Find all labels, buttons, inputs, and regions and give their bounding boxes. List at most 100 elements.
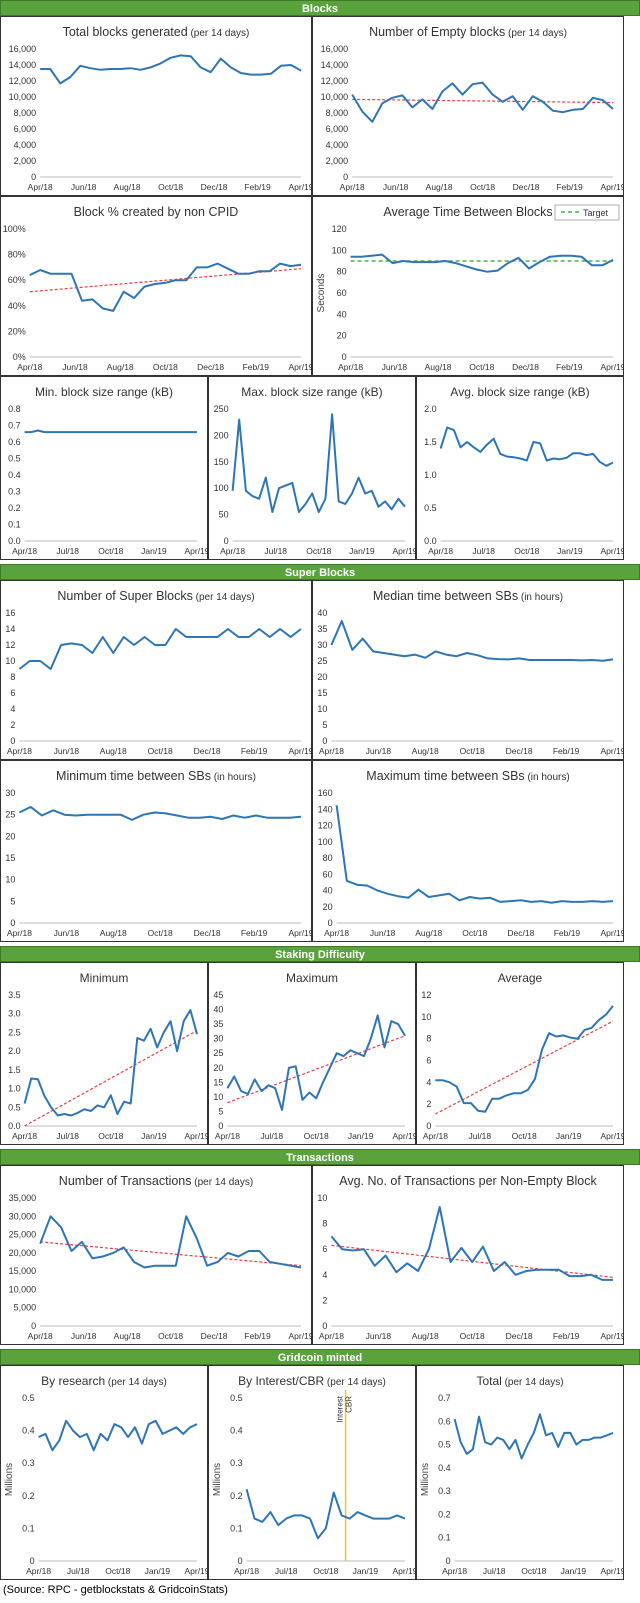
- y-tick-label: 30,000: [9, 1211, 37, 1221]
- y-tick-label: 40: [213, 1005, 223, 1015]
- x-tick-label: Apr/18: [234, 1566, 259, 1576]
- x-tick-label: Feb/19: [556, 182, 583, 192]
- y-axis-label: Millions: [212, 1463, 223, 1496]
- svg-text:Minimum time between SBs (in h: Minimum time between SBs (in hours): [56, 769, 256, 783]
- chart-title: Minimum time between SBs: [56, 769, 211, 783]
- x-tick-label: Apr/19: [600, 182, 623, 192]
- x-tick-label: Jan/19: [349, 546, 375, 556]
- y-tick-label: 4,000: [326, 140, 349, 150]
- x-tick-label: Dec/18: [197, 362, 224, 372]
- x-tick-label: Apr/19: [288, 928, 311, 938]
- y-tick-label: 40: [337, 309, 347, 319]
- y-tick-label: 0: [322, 1321, 327, 1331]
- y-tick-label: 2: [426, 1099, 431, 1109]
- y-tick-label: 0.4: [230, 1426, 243, 1436]
- y-tick-label: 10: [5, 875, 15, 885]
- y-tick-label: 0: [10, 736, 15, 746]
- chart-title: By Interest/CBR: [238, 1374, 324, 1388]
- x-tick-label: Apr/18: [442, 1566, 467, 1576]
- y-tick-label: 0.4: [438, 1463, 451, 1473]
- svg-text:Block % created by non CPID: Block % created by non CPID: [74, 205, 239, 219]
- x-tick-label: Apr/19: [288, 746, 311, 756]
- y-tick-label: 250: [214, 404, 229, 414]
- y-tick-label: 20,000: [9, 1248, 37, 1258]
- x-tick-label: Oct/18: [148, 746, 173, 756]
- x-tick-label: Feb/19: [243, 362, 270, 372]
- y-tick-label: 0: [30, 1556, 35, 1566]
- y-tick-label: 0.1: [8, 520, 21, 530]
- x-tick-label: Oct/18: [306, 546, 331, 556]
- x-tick-label: Apr/19: [600, 1131, 623, 1141]
- svg-text:Maximum: Maximum: [286, 971, 338, 985]
- y-tick-label: 0.1: [438, 1533, 451, 1543]
- x-tick-label: Oct/18: [470, 182, 495, 192]
- x-tick-label: Oct/18: [521, 1566, 546, 1576]
- x-tick-label: Apr/19: [184, 1131, 207, 1141]
- x-tick-label: Apr/19: [288, 1331, 311, 1341]
- x-tick-label: Dec/18: [506, 746, 533, 756]
- section-header-transactions: Transactions: [0, 1149, 640, 1165]
- y-tick-label: 40%: [8, 301, 26, 311]
- series-line: [453, 1413, 614, 1460]
- x-tick-label: Oct/18: [469, 362, 494, 372]
- chart-non-cpid: Block % created by non CPID 0% 20% 40% 60% 80…: [0, 196, 312, 376]
- svg-text:By Interest/CBR (per 14 days): By Interest/CBR (per 14 days): [238, 1374, 386, 1388]
- chart-svg: Number of Empty blocks (per 14 days) 0 2,0…: [321, 25, 623, 192]
- x-tick-label: Apr/19: [184, 1566, 207, 1576]
- x-tick-label: Apr/18: [215, 1131, 240, 1141]
- x-tick-label: Oct/18: [512, 1131, 537, 1141]
- y-tick-label: 10: [317, 1193, 327, 1203]
- chart-svg: Avg. block size range (kB) 0.0 0.5 1.0 1.5 2.…: [424, 385, 623, 556]
- chart-title: Maximum time between SBs: [366, 769, 524, 783]
- legend-label: Target: [583, 208, 609, 218]
- marker-label: CBR: [345, 1396, 354, 1413]
- x-tick-label: Jan/19: [141, 546, 167, 556]
- y-tick-label: 1.5: [8, 1065, 21, 1075]
- y-tick-label: 0.8: [8, 404, 21, 414]
- y-tick-label: 2: [322, 1295, 327, 1305]
- y-tick-label: 6,000: [326, 124, 349, 134]
- x-tick-label: Jul/18: [275, 1566, 298, 1576]
- trend-line: [352, 98, 614, 104]
- x-tick-label: Feb/19: [556, 362, 583, 372]
- x-tick-label: Feb/19: [241, 928, 268, 938]
- trend-line: [435, 1020, 614, 1115]
- y-tick-label: 20: [323, 902, 333, 912]
- y-tick-label: 140: [318, 804, 333, 814]
- chart-title: Number of Transactions: [59, 1174, 192, 1188]
- y-tick-label: 160: [318, 788, 333, 798]
- y-tick-label: 2.0: [8, 1046, 21, 1056]
- y-tick-label: 0.0: [8, 536, 21, 546]
- y-tick-label: 0.6: [438, 1416, 451, 1426]
- y-tick-label: 100: [318, 837, 333, 847]
- x-tick-label: Jul/18: [468, 1131, 491, 1141]
- x-tick-label: Apr/19: [600, 362, 623, 372]
- x-tick-label: Oct/18: [514, 546, 539, 556]
- y-tick-label: 6: [426, 1056, 431, 1066]
- x-tick-label: Apr/18: [7, 928, 32, 938]
- y-axis-label: Millions: [420, 1463, 431, 1496]
- series-line: [29, 262, 302, 312]
- series-line: [23, 1009, 198, 1117]
- chart-svg: Maximum time between SBs (in hours) 0 20 40…: [318, 769, 623, 938]
- chart-title: Number of Super Blocks: [57, 589, 192, 603]
- y-tick-label: 15,000: [9, 1266, 37, 1276]
- x-tick-label: Jul/18: [67, 1566, 90, 1576]
- x-tick-label: Aug/18: [100, 746, 127, 756]
- chart-title: Block % created by non CPID: [74, 205, 239, 219]
- x-tick-label: Oct/18: [460, 746, 485, 756]
- y-tick-label: 10: [421, 1012, 431, 1022]
- chart-title: Number of Empty blocks: [369, 25, 505, 39]
- y-tick-label: 0.2: [22, 1491, 35, 1501]
- x-tick-label: Oct/18: [460, 1331, 485, 1341]
- chart-subtitle: (per 14 days): [192, 1177, 254, 1188]
- x-tick-label: Feb/19: [241, 746, 268, 756]
- y-tick-label: 0: [31, 1321, 36, 1331]
- svg-text:Number of Super Blocks (per 14: Number of Super Blocks (per 14 days): [57, 589, 254, 603]
- chart-subtitle: (in hours): [525, 772, 570, 783]
- y-tick-label: 0.2: [438, 1509, 451, 1519]
- chart-title: Total: [476, 1374, 501, 1388]
- y-tick-label: 15: [213, 1077, 223, 1087]
- series-line: [435, 1005, 614, 1113]
- x-tick-label: Aug/18: [412, 746, 439, 756]
